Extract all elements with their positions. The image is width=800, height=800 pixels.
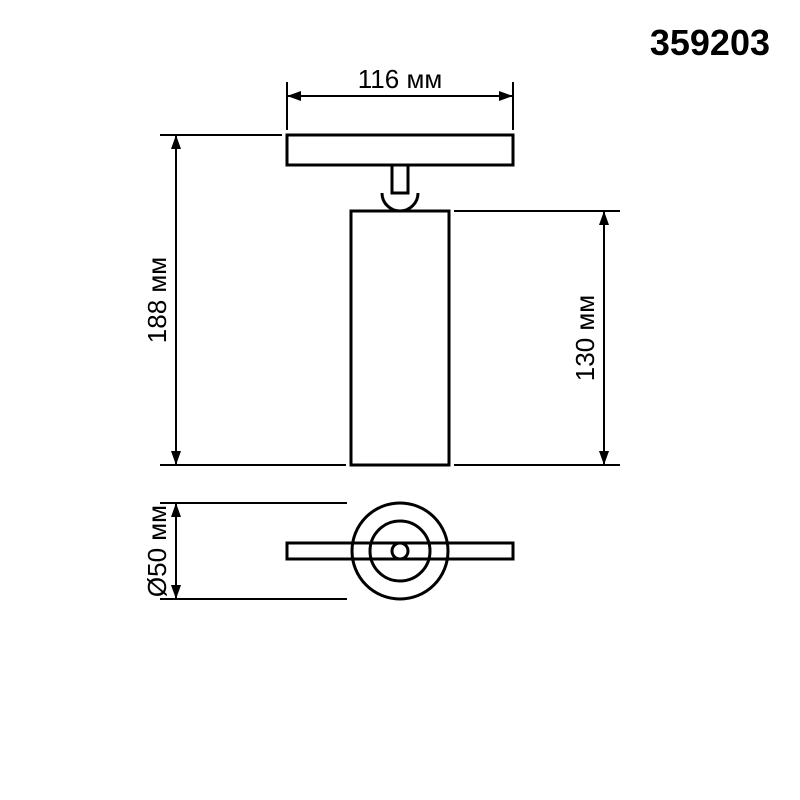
bottom-bar [287,543,513,559]
technical-drawing: 359203 116 мм 188 мм [0,0,800,800]
stem [392,165,408,193]
dim-height-body-label: 130 мм [570,295,600,381]
body-cylinder [351,211,449,465]
bottom-circle-mid [370,521,430,581]
dim-width-top: 116 мм [287,64,513,130]
dim-height-full-label: 188 мм [142,257,172,343]
dim-diameter-label: Ø50 мм [142,505,172,597]
dim-height-body: 130 мм [454,211,620,465]
front-view [287,135,513,465]
joint [382,193,418,211]
bottom-circle-outer [352,503,448,599]
bottom-circle-inner [392,543,408,559]
dim-diameter: Ø50 мм [142,503,347,599]
dim-width-top-label: 116 мм [358,64,442,94]
dim-height-full: 188 мм [142,135,346,465]
part-number: 359203 [650,22,770,63]
bottom-view [287,503,513,599]
top-plate [287,135,513,165]
